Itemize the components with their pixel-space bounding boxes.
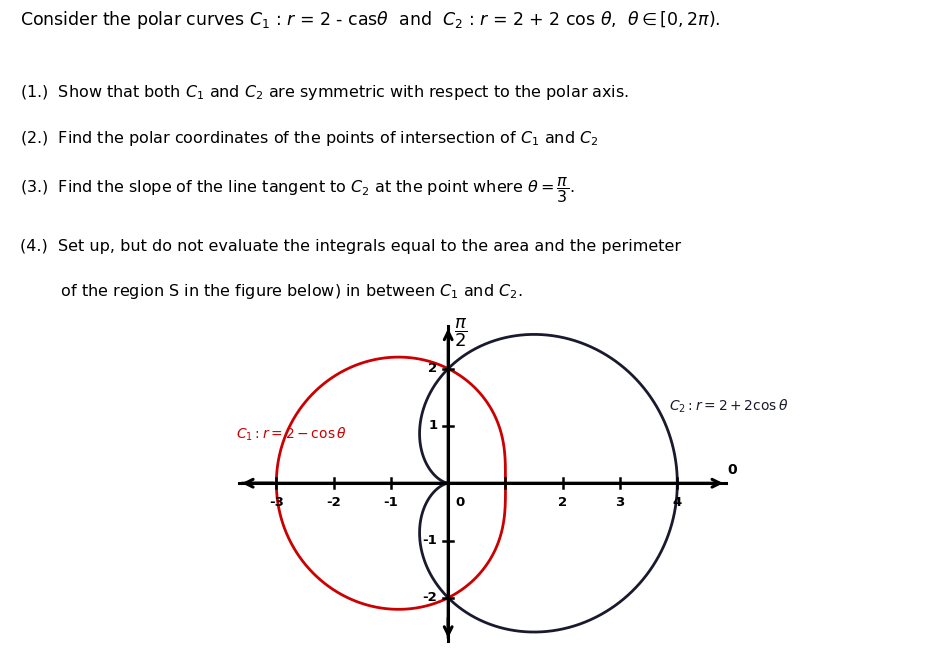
Text: 0: 0 [727, 464, 737, 477]
Text: 2: 2 [557, 496, 566, 509]
Text: (4.)  Set up, but do not evaluate the integrals equal to the area and the perime: (4.) Set up, but do not evaluate the int… [20, 240, 680, 255]
Text: -2: -2 [326, 496, 340, 509]
Text: $\dfrac{\pi}{2}$: $\dfrac{\pi}{2}$ [453, 317, 467, 349]
Text: 0: 0 [454, 496, 464, 509]
Text: (3.)  Find the slope of the line tangent to $C_2$ at the point where $\theta = \: (3.) Find the slope of the line tangent … [20, 175, 574, 205]
Text: 3: 3 [615, 496, 624, 509]
Text: -3: -3 [269, 496, 284, 509]
Text: 1: 1 [427, 419, 437, 432]
Text: Consider the polar curves $C_1$ : $r$ = 2 - cas$\theta$  and  $C_2$ : $r$ = 2 + : Consider the polar curves $C_1$ : $r$ = … [20, 9, 720, 31]
Text: -1: -1 [383, 496, 398, 509]
Text: -2: -2 [422, 591, 437, 604]
Text: of the region S in the figure below) in between $C_1$ and $C_2$.: of the region S in the figure below) in … [20, 282, 522, 301]
Text: 4: 4 [672, 496, 681, 509]
Text: 2: 2 [427, 362, 437, 375]
Text: $C_2 : r = 2 + 2\cos\theta$: $C_2 : r = 2 + 2\cos\theta$ [668, 397, 787, 415]
Text: (1.)  Show that both $C_1$ and $C_2$ are symmetric with respect to the polar axi: (1.) Show that both $C_1$ and $C_2$ are … [20, 83, 629, 102]
Text: (2.)  Find the polar coordinates of the points of intersection of $C_1$ and $C_2: (2.) Find the polar coordinates of the p… [20, 129, 598, 148]
Text: -1: -1 [422, 534, 437, 547]
Text: $C_1 : r = 2 - \cos\theta$: $C_1 : r = 2 - \cos\theta$ [236, 426, 347, 443]
